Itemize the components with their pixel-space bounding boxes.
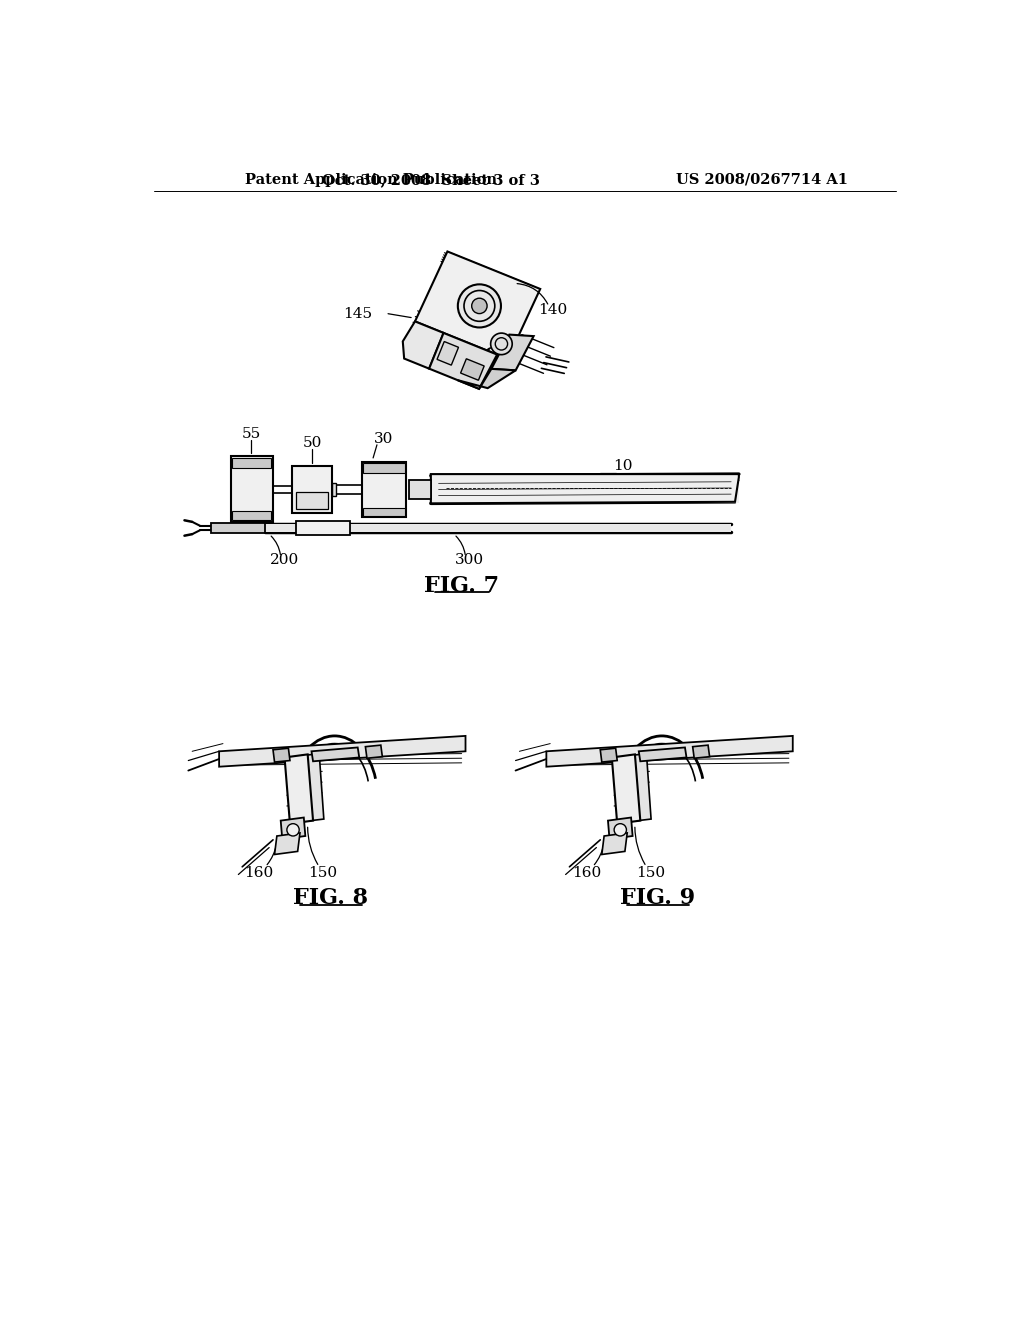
Polygon shape	[274, 833, 300, 854]
Polygon shape	[402, 321, 443, 368]
Polygon shape	[431, 474, 739, 503]
Polygon shape	[602, 833, 628, 854]
Bar	[296, 521, 350, 535]
Bar	[361, 462, 407, 517]
Bar	[292, 466, 333, 512]
Bar	[431, 474, 739, 503]
Polygon shape	[366, 744, 382, 758]
Polygon shape	[692, 744, 710, 758]
Bar	[265, 524, 731, 532]
Text: FIG. 6: FIG. 6	[424, 346, 500, 368]
Ellipse shape	[287, 824, 299, 836]
Polygon shape	[639, 747, 686, 762]
Text: 150: 150	[308, 866, 338, 880]
Text: 200: 200	[270, 553, 299, 568]
Polygon shape	[219, 737, 466, 767]
Bar	[296, 492, 329, 508]
Polygon shape	[628, 754, 651, 821]
Polygon shape	[415, 251, 541, 359]
Text: 160: 160	[245, 866, 273, 880]
Text: 140: 140	[539, 304, 567, 317]
Polygon shape	[281, 817, 305, 840]
Bar	[211, 523, 265, 533]
Bar	[364, 463, 404, 473]
Text: FIG. 9: FIG. 9	[621, 887, 695, 908]
Text: US 2008/0267714 A1: US 2008/0267714 A1	[676, 173, 848, 187]
Bar	[232, 511, 271, 520]
Bar	[364, 508, 404, 516]
Polygon shape	[461, 359, 484, 380]
Text: 55: 55	[242, 428, 261, 441]
Text: 160: 160	[571, 866, 601, 880]
Bar	[410, 480, 431, 499]
Text: FIG. 8: FIG. 8	[293, 887, 369, 908]
Bar	[333, 483, 336, 496]
Polygon shape	[273, 748, 290, 762]
Polygon shape	[600, 748, 617, 762]
Text: 145: 145	[343, 306, 373, 321]
Polygon shape	[285, 755, 313, 824]
Polygon shape	[300, 754, 324, 821]
Ellipse shape	[614, 824, 627, 836]
Text: Oct. 30, 2008  Sheet 3 of 3: Oct. 30, 2008 Sheet 3 of 3	[322, 173, 540, 187]
Polygon shape	[608, 817, 633, 840]
Bar	[232, 458, 271, 469]
Polygon shape	[492, 334, 534, 371]
Polygon shape	[437, 342, 459, 366]
Text: 150: 150	[636, 866, 665, 880]
Text: 300: 300	[455, 553, 484, 568]
Ellipse shape	[458, 284, 501, 327]
Ellipse shape	[490, 333, 512, 355]
Polygon shape	[429, 333, 497, 389]
Text: Patent Application Publication: Patent Application Publication	[245, 173, 497, 187]
Ellipse shape	[472, 298, 487, 314]
Text: 10: 10	[613, 459, 633, 474]
Polygon shape	[547, 737, 793, 767]
Polygon shape	[611, 755, 640, 824]
Bar	[230, 457, 273, 521]
Polygon shape	[458, 368, 516, 389]
Text: FIG. 7: FIG. 7	[424, 574, 500, 597]
Text: 50: 50	[303, 437, 322, 450]
Polygon shape	[311, 747, 359, 762]
Text: 30: 30	[374, 432, 393, 446]
